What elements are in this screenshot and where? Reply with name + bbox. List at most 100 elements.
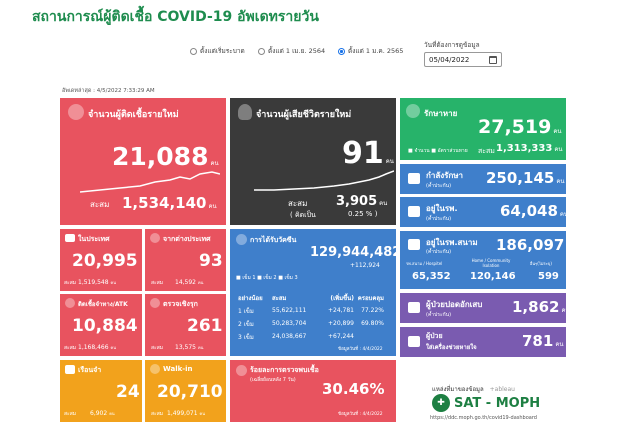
walkin-title: Walk-in — [163, 365, 193, 373]
filter-option-since-apr-2564[interactable]: ตั้งแต่ 1 เม.ย. 2564 — [258, 46, 325, 56]
pneumonia-card: ผู้ป่วยปอดอักเสบ (ค้ำประกัน) 1,862คน — [400, 293, 566, 323]
domestic-title: ในประเทศ — [78, 235, 110, 243]
positivity-card: ร้อยละการตรวจพบเชื้อ (เฉลี่ยย้อนหลัง 7 ว… — [230, 360, 396, 422]
treating-title: กำลังรักษา — [426, 171, 464, 180]
prison-total: 6,902 คน — [90, 410, 115, 417]
table-row: 2 เข็ม 50,283,704 +20,899 69.80% — [238, 320, 384, 328]
recovered-title: รักษาหาย — [424, 109, 458, 118]
magnifier-icon — [150, 298, 160, 308]
filter-option-since-jan-2565[interactable]: ตั้งแต่ 1 ม.ค. 2565 — [338, 46, 403, 56]
imported-total: 14,592 คน — [175, 279, 204, 286]
hospital-bed-icon — [408, 173, 420, 184]
atk-total: 1,168,466 คน — [78, 344, 116, 351]
walking-person-icon — [150, 364, 160, 374]
last-updated: อัพเดทล่าสุด : 4/5/2022 7:33:29 AM — [62, 88, 155, 94]
in-hospital-sub: (ค้ำประกัน) — [426, 216, 452, 222]
ventilator-title: ผู้ป่วย — [426, 332, 443, 340]
recovered-legend: ■ จำนวน ■ อัตราส่วนหาย — [408, 148, 468, 154]
new-cases-value: 21,088 คน — [112, 142, 219, 171]
ventilator-value: 781 คน — [522, 332, 564, 350]
ventilator-title-2: ใส่เครื่องช่วยหายใจ — [426, 344, 477, 351]
filter-option-since-outbreak[interactable]: ตั้งแต่เริ่มระบาด — [190, 46, 245, 56]
positivity-sub: (เฉลี่ยย้อนหลัง 7 วัน) — [250, 377, 296, 383]
date-picker-input[interactable]: 05/04/2022 — [424, 52, 502, 67]
walkin-value: 20,710 — [157, 382, 223, 402]
atk-card: ติดเชื้อจำทาง/ATK 10,884 สะสม 1,168,466 ค… — [60, 294, 142, 356]
imported-total-label: สะสม — [151, 280, 164, 286]
treating-card: กำลังรักษา (ค้ำประกัน) 250,145 คน — [400, 164, 566, 194]
in-hospital-value: 64,048 คน — [500, 202, 566, 220]
field-hospital-col-value: 120,146 — [470, 271, 516, 282]
medical-cross-icon — [406, 104, 420, 118]
new-deaths-pct: 0.25 % ) — [348, 210, 378, 218]
active-search-card: ตรวจเชิงรุก 261 สะสม 13,575 คน — [145, 294, 226, 356]
data-source: แหล่งที่มาของข้อมูล +ableau — [432, 386, 515, 393]
field-hospital-value: 186,097คน — [496, 236, 565, 254]
lab-test-icon — [236, 365, 247, 376]
calendar-icon[interactable] — [489, 55, 497, 64]
imported-title: จากต่างประเทศ — [163, 235, 211, 243]
patient-icon — [408, 206, 420, 217]
new-cases-trend-chart — [80, 171, 220, 193]
prison-card: เรือนจำ 24 สะสม 6,902 คน — [60, 360, 142, 422]
positivity-value: 30.46% — [322, 380, 385, 398]
test-kit-icon — [65, 298, 75, 308]
ribbon-icon — [238, 104, 252, 120]
source-url[interactable]: https://ddc.moph.go.th/covid19-dashboard — [430, 415, 537, 421]
vaccine-footnote: ข้อมูลวันที่ : 4/4/2022 — [338, 347, 383, 352]
radio-selected-icon[interactable] — [338, 47, 345, 55]
new-deaths-pct-label: ( คิดเป็น — [290, 211, 316, 219]
date-picker-label: วันที่ต้องการดูข้อมูล — [424, 41, 480, 49]
new-deaths-total: 3,905 คน — [336, 194, 388, 209]
domestic-total: 1,519,548 คน — [78, 279, 116, 286]
atk-value: 10,884 — [72, 316, 138, 336]
field-hospital-card: อยู่ในรพ.สนาม (ค้ำประกัน) 186,097คน รพ.ส… — [400, 231, 566, 289]
prison-title: เรือนจำ — [78, 366, 102, 374]
radio-icon[interactable] — [190, 47, 197, 55]
globe-icon — [150, 233, 160, 243]
syringe-icon — [236, 234, 247, 245]
active-search-value: 261 — [187, 316, 223, 336]
positivity-title: ร้อยละการตรวจพบเชื้อ — [250, 366, 319, 374]
walkin-total-label: สะสม — [151, 411, 164, 417]
atk-total-label: สะสม — [64, 345, 77, 351]
imported-card: จากต่างประเทศ 93 สะสม 14,592 คน — [145, 229, 226, 291]
pneumonia-title: ผู้ป่วยปอดอักเสบ — [426, 300, 483, 309]
field-hospital-col-label: Home / Community Isolation — [471, 258, 511, 268]
vaccine-card: การได้รับวัคซีน 129,944,482 +112,924 ■ เ… — [230, 229, 396, 356]
atk-title: ติดเชื้อจำทาง/ATK — [78, 301, 128, 308]
vaccine-table-header: อย่างน้อย สะสม (เพิ่มขึ้น) ครอบคลุม — [238, 294, 384, 302]
sat-moph-text: SAT - MOPH — [454, 395, 541, 411]
vaccine-legend: ■ เข็ม 1 ■ เข็ม 2 ■ เข็ม 3 — [236, 275, 298, 281]
pneumonia-value: 1,862คน — [512, 298, 566, 316]
ventilator-card: ผู้ป่วย ใส่เครื่องช่วยหายใจ 781 คน — [400, 327, 566, 357]
new-deaths-trend-line — [254, 170, 394, 191]
domestic-total-label: สะสม — [64, 280, 77, 286]
field-hospital-sub: (ค้ำประกัน) — [426, 249, 452, 255]
imported-value: 93 — [199, 251, 223, 271]
domestic-card: ในประเทศ 20,995 สะสม 1,519,548 คน — [60, 229, 142, 291]
radio-icon[interactable] — [258, 47, 265, 55]
ventilator-icon — [408, 336, 420, 347]
new-deaths-total-label: สะสม — [288, 199, 308, 208]
field-hospital-col-label: อื่นๆ(ไม่ระบุ) — [530, 261, 552, 266]
new-deaths-value: 91 คน — [342, 136, 394, 171]
domestic-value: 20,995 — [72, 251, 138, 271]
field-hospital-col-value: 65,352 — [412, 271, 451, 282]
new-cases-card: จำนวนผู้ติดเชื้อรายใหม่ 21,088 คน สะสม 1,… — [60, 98, 226, 225]
virus-icon — [68, 104, 84, 120]
recovered-total: 1,313,333 คน — [496, 143, 563, 154]
treating-sub: (ค้ำประกัน) — [426, 183, 452, 189]
new-cases-trend-line — [80, 171, 220, 193]
walkin-total: 1,499,071 คน — [167, 410, 205, 417]
vaccine-table: อย่างน้อย สะสม (เพิ่มขึ้น) ครอบคลุม 1 เข… — [238, 291, 384, 343]
active-search-title: ตรวจเชิงรุก — [163, 300, 198, 308]
table-row: 1 เข็ม 55,622,111 +24,781 77.22% — [238, 307, 384, 315]
field-hospital-col-value: 599 — [538, 271, 559, 282]
vaccine-delta: +112,924 — [350, 262, 380, 269]
positivity-footnote: ข้อมูลวันที่ : 4/4/2022 — [338, 412, 383, 417]
sat-moph-logo: ✚ SAT - MOPH — [432, 394, 540, 412]
lungs-icon — [408, 302, 420, 313]
prison-value: 24 — [116, 382, 140, 402]
pneumonia-sub: (ค้ำประกัน) — [426, 312, 452, 318]
